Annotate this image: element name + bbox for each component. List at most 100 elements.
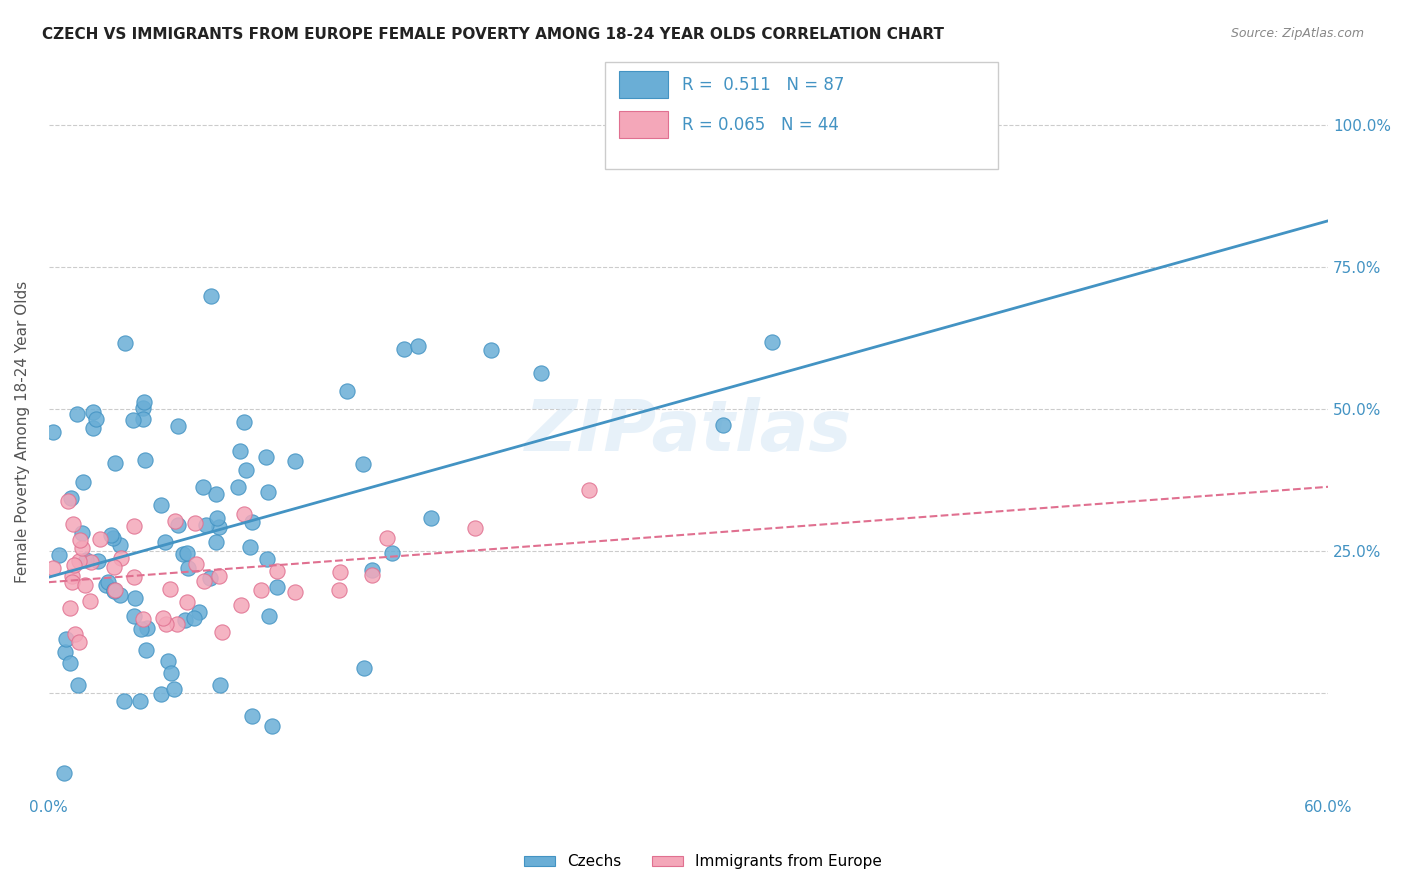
Text: R =  0.511   N = 87: R = 0.511 N = 87 (682, 76, 844, 94)
Legend: Czechs, Immigrants from Europe: Czechs, Immigrants from Europe (519, 848, 887, 875)
Point (191, 480, 214, 494)
Point (184, 557, 207, 571)
Point (375, 531, 398, 545)
Point (167, 517, 190, 532)
Point (59, 491, 82, 506)
Point (152, 610, 174, 624)
Point (229, 444, 252, 458)
Point (86, 411, 108, 425)
Point (136, 621, 159, 635)
Point (328, 582, 350, 597)
Point (229, 599, 252, 613)
Point (211, 624, 233, 639)
Point (72, 475, 94, 489)
Point (174, 613, 197, 627)
Point (103, 560, 125, 574)
Point (96, 578, 118, 592)
Point (284, 585, 307, 599)
Point (240, 709, 263, 723)
Point (711, 417, 734, 432)
Point (479, 343, 502, 357)
Point (87, 554, 110, 568)
Point (352, 458, 374, 472)
Point (60, 574, 83, 589)
Point (110, 589, 132, 603)
Point (232, 415, 254, 429)
Point (193, 574, 215, 588)
Point (266, 581, 288, 595)
Point (406, 339, 429, 353)
Point (55, 632, 77, 646)
Point (67, 635, 90, 649)
Point (761, 334, 783, 349)
Point (205, 486, 228, 500)
Point (183, 611, 205, 625)
Point (114, 335, 136, 350)
Point (62, 517, 84, 532)
Point (59, 600, 82, 615)
Point (578, 483, 600, 497)
Text: CZECH VS IMMIGRANTS FROM EUROPE FEMALE POVERTY AMONG 18-24 YEAR OLDS CORRELATION: CZECH VS IMMIGRANTS FROM EUROPE FEMALE P… (42, 27, 945, 42)
Point (97, 574, 120, 589)
Point (104, 583, 127, 598)
Point (153, 535, 176, 549)
Point (208, 519, 231, 533)
Point (48, 548, 70, 562)
Point (66, 408, 89, 422)
Point (163, 514, 186, 528)
Point (266, 564, 288, 578)
Point (101, 531, 124, 545)
Point (256, 552, 278, 566)
Point (163, 681, 186, 696)
Point (284, 453, 307, 467)
Point (381, 546, 404, 560)
Point (172, 547, 194, 561)
Point (122, 608, 145, 623)
Point (205, 511, 228, 525)
Point (188, 605, 211, 619)
Point (209, 678, 232, 692)
Point (131, 401, 153, 416)
Point (329, 565, 352, 579)
Point (336, 384, 359, 398)
Point (353, 661, 375, 675)
Point (150, 499, 173, 513)
Point (70, 541, 93, 556)
Point (226, 480, 249, 494)
Y-axis label: Female Poverty Among 18-24 Year Olds: Female Poverty Among 18-24 Year Olds (15, 280, 30, 582)
Point (42, 425, 65, 439)
Point (149, 688, 172, 702)
Point (167, 418, 190, 433)
Point (56, 493, 79, 508)
Point (360, 563, 382, 577)
Point (204, 535, 226, 549)
Point (176, 546, 198, 560)
Point (122, 570, 145, 584)
Point (124, 591, 146, 605)
Point (419, 511, 441, 525)
Point (70, 526, 93, 541)
Point (82, 405, 104, 419)
Point (53, 646, 76, 660)
Point (52, 766, 75, 780)
Point (129, 622, 152, 636)
Point (156, 655, 179, 669)
Point (121, 413, 143, 427)
Point (79, 594, 101, 608)
Point (239, 540, 262, 554)
Point (112, 693, 135, 707)
Text: R = 0.065   N = 44: R = 0.065 N = 44 (682, 116, 839, 134)
Point (260, 719, 283, 733)
Point (132, 611, 155, 625)
Point (122, 518, 145, 533)
Point (110, 538, 132, 552)
Point (73, 578, 96, 592)
Point (257, 485, 280, 500)
Point (198, 571, 221, 585)
Point (392, 342, 415, 356)
Point (129, 693, 152, 707)
Point (82, 421, 104, 435)
Point (62, 558, 84, 572)
Point (100, 528, 122, 542)
Point (75, 553, 97, 567)
